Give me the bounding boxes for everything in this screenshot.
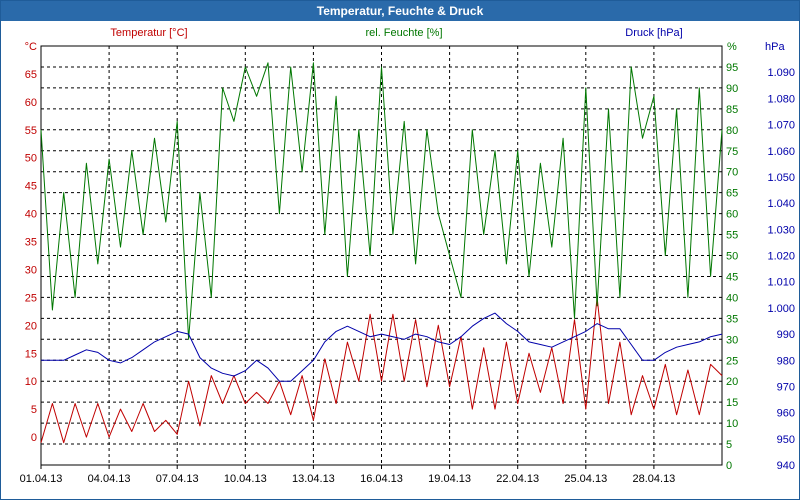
axes-layer: 0510152025303540455055606570758085909501…	[20, 62, 795, 485]
humidity-tick-label: 70	[726, 167, 738, 179]
temperature-axis-label: Temperatur [°C]	[110, 27, 187, 39]
humidity-tick-label: 15	[726, 397, 738, 409]
temperature-tick-label: 10	[25, 376, 37, 388]
humidity-tick-label: 20	[726, 376, 738, 388]
humidity-tick-label: 30	[726, 334, 738, 346]
humidity-tick-label: 50	[726, 251, 738, 263]
pressure-tick-label: 1.050	[767, 172, 795, 184]
x-tick-label: 13.04.13	[292, 473, 335, 485]
x-tick-label: 07.04.13	[156, 473, 199, 485]
temperature-tick-label: 50	[25, 153, 37, 165]
humidity-tick-label: 35	[726, 313, 738, 325]
temperature-tick-label: 35	[25, 237, 37, 249]
x-tick-label: 10.04.13	[224, 473, 267, 485]
humidity-tick-label: 40	[726, 292, 738, 304]
humidity-tick-label: 90	[726, 83, 738, 95]
pressure-tick-label: 1.030	[767, 224, 795, 236]
temperature-tick-label: 30	[25, 264, 37, 276]
humidity-tick-label: 65	[726, 188, 738, 200]
pressure-tick-label: 1.090	[767, 67, 795, 79]
pressure-series-line	[41, 312, 723, 382]
pressure-tick-label: 980	[777, 355, 795, 367]
humidity-tick-label: 80	[726, 125, 738, 137]
humidity-tick-label: 45	[726, 271, 738, 283]
temperature-series-line	[40, 296, 723, 444]
temperature-tick-label: 5	[31, 404, 37, 416]
temperature-unit: °C	[25, 41, 37, 53]
x-tick-label: 22.04.13	[496, 473, 539, 485]
humidity-tick-label: 25	[726, 355, 738, 367]
window-title: Temperatur, Feuchte & Druck	[1, 1, 799, 21]
humidity-tick-label: 0	[726, 460, 732, 472]
humidity-unit: %	[727, 41, 737, 53]
temperature-tick-label: 45	[25, 181, 37, 193]
pressure-tick-label: 1.020	[767, 251, 795, 263]
pressure-unit: hPa	[765, 41, 785, 53]
temperature-tick-label: 15	[25, 348, 37, 360]
pressure-tick-label: 1.080	[767, 93, 795, 105]
pressure-tick-label: 1.000	[767, 303, 795, 315]
pressure-axis-label: Druck [hPa]	[625, 27, 682, 39]
humidity-axis-label: rel. Feuchte [%]	[365, 27, 442, 39]
grid-lines	[41, 46, 722, 465]
temperature-tick-label: 25	[25, 292, 37, 304]
humidity-tick-label: 75	[726, 146, 738, 158]
temperature-tick-label: 20	[25, 320, 37, 332]
pressure-tick-label: 960	[777, 408, 795, 420]
pressure-tick-label: 940	[777, 460, 795, 472]
pressure-tick-label: 1.010	[767, 277, 795, 289]
humidity-tick-label: 10	[726, 418, 738, 430]
temperature-tick-label: 65	[25, 69, 37, 81]
x-tick-label: 16.04.13	[360, 473, 403, 485]
humidity-tick-label: 95	[726, 62, 738, 74]
chart-area: 0510152025303540455055606570758085909501…	[20, 27, 795, 485]
x-tick-label: 28.04.13	[632, 473, 675, 485]
pressure-tick-label: 990	[777, 329, 795, 341]
temperature-tick-label: 60	[25, 97, 37, 109]
humidity-tick-label: 55	[726, 230, 738, 242]
series-layer	[40, 62, 723, 444]
x-tick-label: 19.04.13	[428, 473, 471, 485]
humidity-tick-label: 60	[726, 209, 738, 221]
humidity-series-line	[40, 62, 723, 340]
pressure-tick-label: 950	[777, 434, 795, 446]
temperature-tick-label: 40	[25, 209, 37, 221]
x-tick-label: 01.04.13	[20, 473, 63, 485]
temperature-tick-label: 0	[31, 432, 37, 444]
pressure-tick-label: 1.070	[767, 120, 795, 132]
pressure-tick-label: 1.040	[767, 198, 795, 210]
humidity-tick-label: 5	[726, 439, 732, 451]
temperature-tick-label: 55	[25, 125, 37, 137]
pressure-tick-label: 970	[777, 381, 795, 393]
x-tick-label: 25.04.13	[564, 473, 607, 485]
x-tick-label: 04.04.13	[88, 473, 131, 485]
humidity-tick-label: 85	[726, 104, 738, 116]
pressure-tick-label: 1.060	[767, 146, 795, 158]
